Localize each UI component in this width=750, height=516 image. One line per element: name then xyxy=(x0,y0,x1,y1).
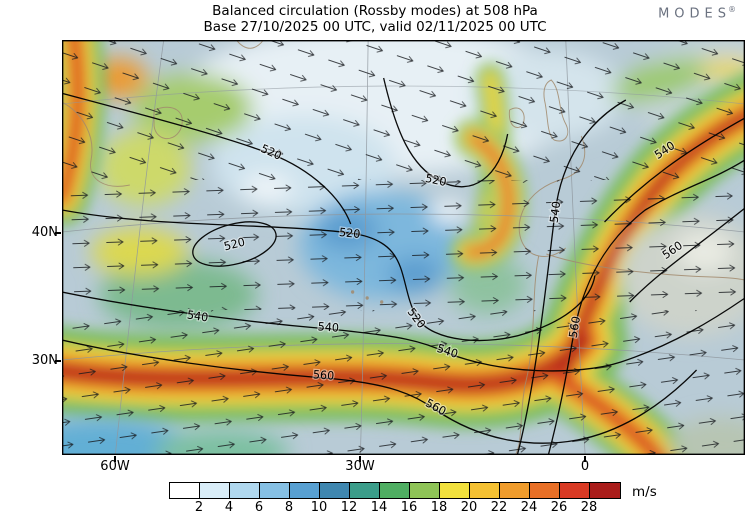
modes-logo: MODES® xyxy=(658,5,736,21)
lon-label-30w: 30W xyxy=(345,459,375,474)
colorbar-tick-label: 28 xyxy=(580,500,598,515)
contour-lines xyxy=(62,77,745,455)
contour-label: 520 xyxy=(222,234,246,253)
colorbar-tick-label: 16 xyxy=(400,500,418,515)
colorbar-cells xyxy=(169,482,621,499)
colorbar-cell xyxy=(200,483,230,498)
colorbar-tick-label: 2 xyxy=(194,500,204,515)
wind-field-svg: 520 520 520 520 520 540 540 540 540 540 … xyxy=(61,39,745,456)
lat-label-30n: 30N xyxy=(31,353,58,368)
lat-tick-30n xyxy=(55,360,61,362)
contour-label: 560 xyxy=(312,367,334,383)
colorbar-tick-label: 26 xyxy=(550,500,568,515)
colorbar-cell xyxy=(170,483,200,498)
colorbar-tick-label: 8 xyxy=(284,500,294,515)
colorbar-ticks: 2 4 6 8 10 12 14 16 18 20 22 24 26 28 xyxy=(169,499,621,515)
colorbar-cell xyxy=(380,483,410,498)
colorbar-cell xyxy=(290,483,320,498)
chart-title: Balanced circulation (Rossby modes) at 5… xyxy=(212,3,538,19)
colorbar-tick-label: 20 xyxy=(460,500,478,515)
colorbar: 2 4 6 8 10 12 14 16 18 20 22 24 26 28 xyxy=(169,482,621,515)
lon-label-0: 0 xyxy=(580,459,590,474)
colorbar-cell xyxy=(410,483,440,498)
contour-label: 540 xyxy=(317,319,339,335)
colorbar-tick-label: 10 xyxy=(310,500,328,515)
contour-label: 540 xyxy=(186,307,209,324)
colorbar-cell xyxy=(560,483,590,498)
colorbar-cell xyxy=(590,483,620,498)
chart-subtitle: Base 27/10/2025 00 UTC, valid 02/11/2025… xyxy=(203,19,547,35)
colorbar-cell xyxy=(260,483,290,498)
colorbar-tick-label: 24 xyxy=(520,500,538,515)
colorbar-cell xyxy=(440,483,470,498)
colorbar-tick-label: 4 xyxy=(224,500,234,515)
colorbar-tick-label: 22 xyxy=(490,500,508,515)
map-frame xyxy=(61,39,745,456)
colorbar-cell xyxy=(350,483,380,498)
colorbar-cell xyxy=(230,483,260,498)
colorbar-cell xyxy=(500,483,530,498)
map-panel: 520 520 520 520 520 540 540 540 540 540 … xyxy=(61,39,745,456)
lon-tick-60w xyxy=(114,456,116,462)
contour-label: 540 xyxy=(547,200,564,224)
colorbar-cell xyxy=(530,483,560,498)
lon-tick-30w xyxy=(359,456,361,462)
lat-tick-40n xyxy=(55,232,61,234)
colorbar-tick-label: 18 xyxy=(430,500,448,515)
colorbar-tick-label: 6 xyxy=(254,500,264,515)
colorbar-unit-label: m/s xyxy=(632,484,657,500)
streamline-arrows xyxy=(62,40,745,455)
modes-logo-text: MODES xyxy=(658,6,731,22)
lon-label-60w: 60W xyxy=(100,459,130,474)
colorbar-cell xyxy=(320,483,350,498)
colorbar-tick-label: 14 xyxy=(370,500,388,515)
colorbar-tick-label: 12 xyxy=(340,500,358,515)
contour-label: 560 xyxy=(566,315,583,339)
contour-label: 520 xyxy=(424,171,448,189)
lon-tick-0 xyxy=(584,456,586,462)
registered-mark-icon: ® xyxy=(728,5,736,14)
contour-label: 520 xyxy=(338,225,361,241)
lat-label-40n: 40N xyxy=(31,225,58,240)
colorbar-cell xyxy=(470,483,500,498)
